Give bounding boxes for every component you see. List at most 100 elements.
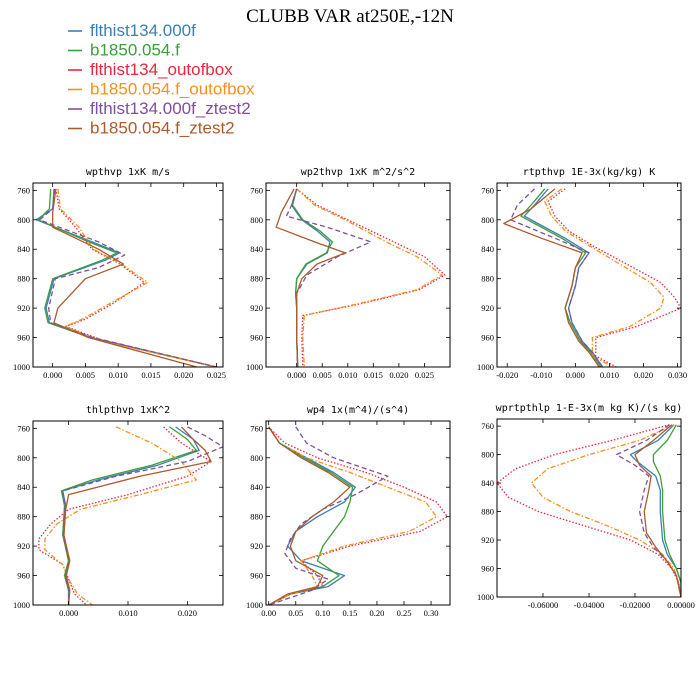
legend-entry-3: b1850.054.f_outofbox (90, 80, 255, 99)
ytick-label-5-0: 760 (481, 421, 494, 431)
xtick-label-3-1: 0.010 (118, 608, 137, 618)
ytick-label-2-4: 920 (481, 303, 494, 313)
ytick-label-2-2: 840 (481, 244, 494, 254)
figure-title: CLUBB VAR at250E,-12N (246, 6, 454, 27)
series-line-3-3 (44, 426, 197, 605)
series-line-4-5 (268, 426, 351, 605)
ytick-label-3-5: 960 (17, 571, 30, 581)
xtick-label-0-0: 0.000 (43, 370, 62, 380)
ytick-label-0-1: 800 (17, 215, 30, 225)
ytick-label-0-6: 1000 (13, 362, 30, 372)
ytick-label-1-3: 880 (250, 274, 263, 284)
xtick-label-0-2: 0.010 (109, 370, 128, 380)
xtick-label-5-2: -0.02000 (620, 600, 650, 610)
xtick-label-4-4: 0.20 (370, 608, 385, 618)
series-line-0-5 (52, 188, 197, 367)
series-line-1-2 (296, 188, 446, 367)
xtick-label-0-4: 0.020 (174, 370, 193, 380)
ytick-label-4-1: 800 (250, 453, 263, 463)
xtick-label-5-0: -0.06000 (528, 600, 558, 610)
ytick-label-5-3: 880 (481, 507, 494, 517)
panel-frame-1 (265, 182, 451, 368)
series-line-2-2 (547, 188, 681, 367)
xtick-label-4-2: 0.10 (315, 608, 330, 618)
xtick-label-5-1: -0.04000 (574, 600, 604, 610)
xtick-label-2-2: 0.000 (566, 370, 585, 380)
ytick-label-3-1: 800 (17, 453, 30, 463)
panel-1: wp2thvp 1xK m^2/s^2 760 800 840 880 920 960 100… (246, 167, 451, 380)
series-line-5-3 (530, 424, 681, 597)
legend-entry-5: b1850.054.f_ztest2 (90, 119, 235, 138)
legend-entry-2: flthist134_outofbox (90, 60, 233, 79)
xtick-label-1-2: 0.010 (338, 370, 357, 380)
legend: flthist134.000fb1850.054.fflthist134_out… (68, 21, 255, 138)
xtick-label-2-3: 0.010 (600, 370, 619, 380)
panel-title-2: rtpthvp 1E-3x(kg/kg) K (523, 167, 655, 178)
xtick-label-0-5: 0.025 (207, 370, 226, 380)
panel-frame-4 (265, 420, 451, 606)
panel-2: rtpthvp 1E-3x(kg/kg) K 760 800 840 880 920 960… (477, 167, 687, 380)
xtick-label-4-6: 0.30 (424, 608, 439, 618)
ytick-label-3-6: 1000 (13, 600, 30, 610)
ytick-label-0-2: 840 (17, 244, 30, 254)
panel-0: wpthvp 1xK m/s 760 800 840 880 920 960 1000 0.00… (13, 167, 226, 380)
ytick-label-0-5: 960 (17, 333, 30, 343)
ytick-label-1-4: 920 (250, 303, 263, 313)
series-line-5-1 (652, 424, 681, 597)
xtick-label-2-1: -0.010 (530, 370, 552, 380)
panel-title-3: thlpthvp 1xK^2 (86, 405, 170, 416)
ytick-label-0-4: 920 (17, 303, 30, 313)
ytick-label-3-0: 760 (17, 423, 30, 433)
ytick-label-5-1: 800 (481, 450, 494, 460)
panel-frame-2 (496, 182, 682, 368)
xtick-label-0-3: 0.015 (141, 370, 160, 380)
series-line-3-0 (62, 426, 200, 605)
panel-4: wp4 1x(m^4)/(s^4)76080084088092096010000… (246, 405, 451, 618)
series-line-4-1 (268, 426, 354, 605)
ytick-label-1-1: 800 (250, 215, 263, 225)
xtick-label-4-5: 0.25 (397, 608, 412, 618)
xtick-label-4-3: 0.15 (342, 608, 357, 618)
ytick-label-2-0: 760 (481, 185, 494, 195)
xtick-label-1-0: 0.000 (287, 370, 306, 380)
series-line-3-4 (62, 426, 223, 605)
series-line-0-0 (35, 188, 217, 367)
legend-entry-4: flthist134.000f_ztest2 (90, 99, 251, 118)
ytick-label-3-3: 880 (17, 512, 30, 522)
panel-frame-0 (32, 182, 224, 368)
series-line-2-3 (544, 188, 665, 367)
xtick-label-4-1: 0.05 (288, 608, 303, 618)
ytick-label-5-5: 960 (481, 564, 494, 574)
xtick-label-5-3: 0.00000 (667, 600, 695, 610)
series-line-1-3 (296, 188, 443, 367)
series-line-3-1 (60, 426, 197, 605)
xtick-label-1-3: 0.015 (364, 370, 383, 380)
series-line-0-3 (57, 188, 217, 367)
series-line-4-0 (268, 426, 356, 605)
ytick-label-4-0: 760 (250, 423, 263, 433)
series-line-2-4 (509, 188, 604, 367)
ytick-label-1-6: 1000 (246, 362, 263, 372)
xtick-label-0-1: 0.005 (76, 370, 95, 380)
series-line-4-4 (268, 426, 389, 605)
ytick-label-0-3: 880 (17, 274, 30, 284)
series-line-3-5 (63, 426, 212, 605)
ytick-label-1-0: 760 (250, 185, 263, 195)
ytick-label-4-3: 880 (250, 512, 263, 522)
ytick-label-2-5: 960 (481, 333, 494, 343)
ytick-label-3-4: 920 (17, 541, 30, 551)
series-line-5-4 (615, 424, 681, 597)
ytick-label-2-1: 800 (481, 215, 494, 225)
xtick-label-3-0: 0.000 (59, 608, 78, 618)
ytick-label-2-6: 1000 (477, 362, 494, 372)
legend-entry-1: b1850.054.f (90, 41, 180, 60)
panel-title-0: wpthvp 1xK m/s (86, 167, 170, 178)
series-line-0-2 (55, 188, 217, 367)
ytick-label-1-2: 840 (250, 244, 263, 254)
panels: wpthvp 1xK m/s 760 800 840 880 920 960 1000 0.00… (13, 167, 695, 618)
ytick-label-0-0: 760 (17, 185, 30, 195)
ytick-label-4-5: 960 (250, 571, 263, 581)
ytick-label-2-3: 880 (481, 274, 494, 284)
panel-3: thlpthvp 1xK^2 760 800 840 880 920 960 1000 0.00… (13, 405, 224, 618)
